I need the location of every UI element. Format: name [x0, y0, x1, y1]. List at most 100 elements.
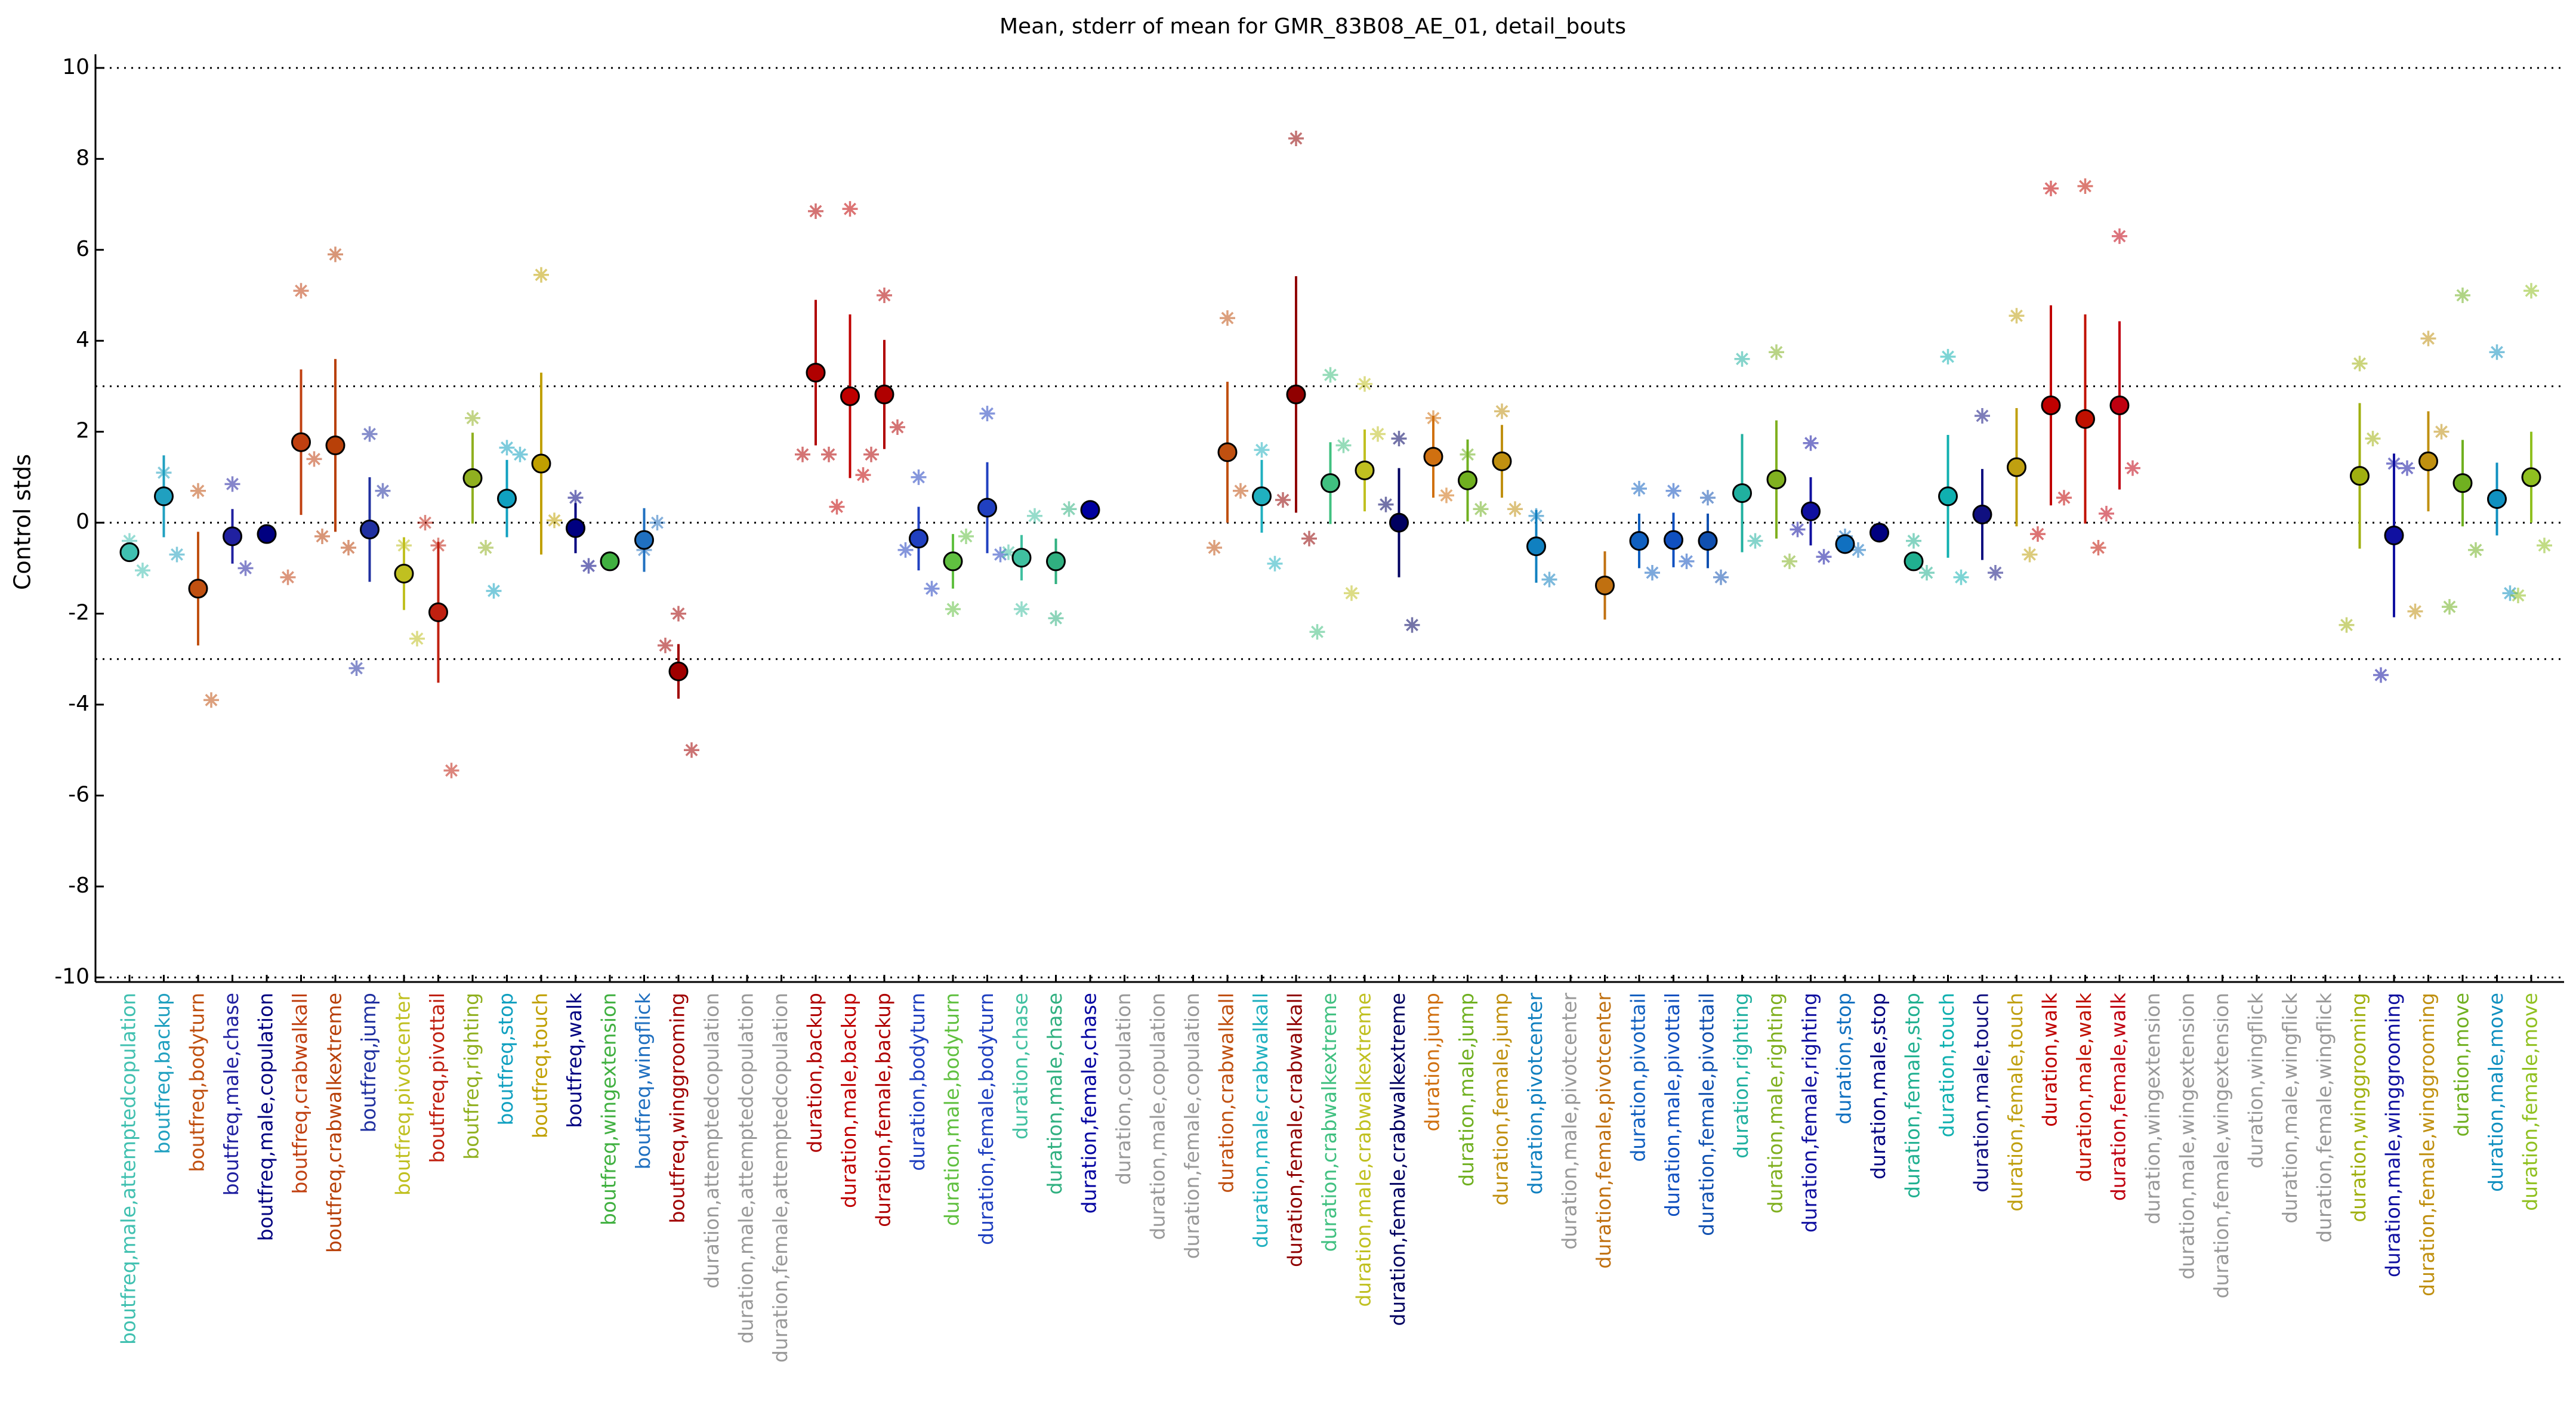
point-star: [2455, 287, 2470, 303]
mean-marker: [1217, 442, 1238, 462]
x-tick-label: boutfreq,male,attemptedcopulation: [117, 993, 140, 1345]
point-star: [1048, 610, 1064, 626]
mean-marker: [223, 526, 242, 546]
point-star: [314, 528, 330, 544]
point-star: [2339, 617, 2355, 633]
x-tick-label: duration,female,chase: [1078, 993, 1101, 1213]
point-star: [671, 606, 686, 622]
x-tick-label: duration,attemptedcopulation: [700, 993, 723, 1289]
x-tick-label: duration,female,touch: [2004, 993, 2027, 1212]
point-star: [821, 446, 837, 462]
point-star: [2125, 460, 2140, 476]
point-star: [1645, 564, 1660, 580]
mean-marker: [2418, 451, 2438, 471]
y-tick-label: -4: [68, 691, 90, 716]
y-tick-label: 10: [62, 55, 90, 79]
point-star: [224, 476, 240, 492]
point-star: [1631, 480, 1647, 496]
x-tick-label: duration,female,righting: [1798, 993, 1821, 1233]
point-star: [2420, 331, 2436, 347]
mean-marker: [428, 602, 448, 622]
x-tick-label: duration,male,touch: [1970, 993, 1993, 1193]
point-star: [567, 490, 584, 506]
mean-marker: [1766, 470, 1787, 490]
point-star: [2077, 178, 2093, 194]
point-star: [533, 267, 549, 283]
mean-marker: [1732, 483, 1752, 504]
point-star: [842, 201, 858, 217]
mean-marker: [1629, 531, 1649, 551]
point-star: [2489, 344, 2505, 360]
point-star: [1816, 549, 1832, 565]
point-star: [2352, 356, 2368, 372]
y-tick-label: -2: [68, 601, 90, 625]
x-tick-label: duration,male,copulation: [1146, 993, 1170, 1240]
mean-marker: [668, 661, 689, 681]
mean-marker: [1972, 504, 1992, 524]
mean-marker: [1801, 501, 1821, 521]
point-star: [443, 762, 459, 779]
x-tick-label: duration,pivottail: [1627, 993, 1650, 1162]
x-tick-label: duration,female,attemptedcopulation: [769, 993, 792, 1363]
x-tick-label: duration,wingflick: [2244, 992, 2268, 1168]
mean-marker: [1835, 534, 1855, 554]
point-star: [375, 483, 391, 499]
x-tick-label: duration,female,stop: [1901, 993, 1924, 1199]
point-star: [808, 203, 823, 219]
mean-marker: [1698, 531, 1718, 551]
point-star: [1494, 403, 1510, 419]
x-tick-label: duration,female,pivotcenter: [1592, 993, 1615, 1269]
point-star: [1919, 564, 1935, 580]
mean-marker: [2007, 457, 2026, 477]
point-star: [1322, 367, 1338, 383]
x-tick-label: duration,pivotcenter: [1523, 993, 1547, 1195]
x-tick-label: duration,male,righting: [1764, 993, 1787, 1213]
point-star: [362, 426, 378, 442]
point-star: [1747, 533, 1763, 549]
point-star: [1803, 435, 1819, 451]
mean-marker: [119, 542, 140, 563]
point-star: [1001, 544, 1016, 560]
x-tick-label: duration,male,pivottail: [1661, 993, 1684, 1217]
mean-marker: [1080, 500, 1100, 520]
y-tick-label: 0: [76, 509, 90, 534]
point-star: [958, 528, 974, 544]
x-tick-label: duration,male,pivotcenter: [1558, 993, 1581, 1250]
point-star: [979, 406, 995, 422]
x-tick-label: duration,male,wingextension: [2176, 993, 2199, 1280]
x-tick-label: duration,female,crabwalkall: [1284, 993, 1307, 1267]
y-tick-label: 6: [76, 237, 90, 261]
point-star: [1769, 344, 1784, 360]
point-star: [1700, 490, 1716, 506]
point-star: [658, 637, 673, 653]
x-tick-label: duration,female,crabwalkextreme: [1386, 993, 1409, 1326]
x-tick-label: duration,backup: [803, 993, 826, 1153]
point-star: [877, 287, 892, 303]
point-star: [1301, 530, 1317, 546]
point-star: [2510, 588, 2526, 604]
mean-marker: [2075, 409, 2095, 429]
x-tick-label: boutfreq,jump: [357, 993, 380, 1132]
mean-marker: [634, 530, 654, 550]
mean-marker: [1355, 460, 1375, 480]
x-tick-label: boutfreq,backup: [151, 993, 174, 1154]
point-star: [2468, 542, 2484, 558]
mean-marker: [394, 563, 414, 583]
x-tick-label: boutfreq,wingflick: [631, 992, 655, 1169]
point-star: [684, 742, 699, 758]
y-tick-label: 4: [76, 328, 90, 352]
x-tick-label: boutfreq,crabwalkextreme: [323, 993, 346, 1253]
mean-marker: [2350, 466, 2370, 486]
point-star: [1665, 483, 1682, 499]
point-star: [2099, 505, 2114, 521]
x-tick-label: boutfreq,male,copulation: [254, 993, 277, 1241]
mean-marker: [1938, 486, 1958, 507]
point-star: [293, 283, 309, 299]
x-tick-label: duration,crabwalkextreme: [1318, 993, 1341, 1252]
x-tick-label: duration,male,crabwalkall: [1249, 993, 1272, 1248]
point-star: [1734, 351, 1750, 367]
mean-marker: [1423, 447, 1443, 467]
point-star: [348, 660, 365, 677]
point-star: [1335, 437, 1352, 453]
mean-marker: [188, 579, 208, 599]
